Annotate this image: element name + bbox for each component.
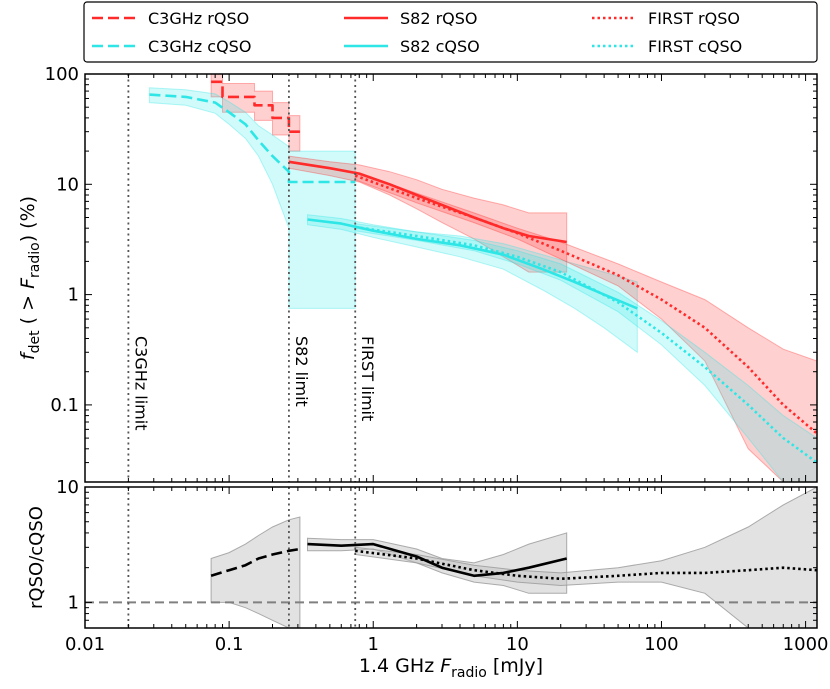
top-panel-frame (84, 73, 818, 483)
first-ratio-band (354, 487, 817, 628)
axes-frames (84, 73, 818, 629)
c3ghz-ratio-band (210, 516, 301, 628)
first-rqso-legend-label: FIRST rQSO (648, 9, 740, 28)
c3ghz-rqso-legend-label: C3GHz rQSO (148, 9, 249, 28)
x-tick-label: 1000 (783, 634, 829, 655)
legend-box (83, 1, 818, 63)
first-cqso-line (355, 225, 817, 464)
first-limit-label: FIRST limit (358, 336, 377, 421)
c3ghz-cqso-band (148, 87, 356, 309)
bottom-y-axis-label: rQSO/cQSO (26, 506, 47, 609)
x-tick-label: 100 (644, 634, 678, 655)
detection-limits: C3GHz limit S82 limit FIRST limit (127, 74, 377, 628)
s82-limit-label: S82 limit (292, 336, 311, 407)
c3ghz-cqso-line (149, 93, 356, 184)
axis-ticks: 0.01 0.1 1 10 100 1000 100 10 1 0.1 10 1 (45, 64, 829, 655)
s82-rqso-legend-label: S82 rQSO (400, 9, 478, 28)
bottom-y-tick-label: 10 (56, 477, 79, 498)
x-axis-label: 1.4 GHz Fradio [mJy] (359, 655, 543, 681)
c3ghz-ratio-line (210, 547, 301, 578)
first-ratio-line (355, 549, 817, 581)
x-tick-label: 0.01 (65, 634, 105, 655)
top-y-tick-label: 10 (56, 174, 79, 195)
bottom-y-tick-label: 1 (68, 592, 79, 613)
c3ghz-cqso-legend-label: C3GHz cQSO (148, 37, 251, 56)
top-y-tick-label: 0.1 (50, 395, 79, 416)
top-y-tick-label: 100 (45, 64, 79, 85)
x-tick-label: 1 (368, 634, 379, 655)
first-cqso-legend-label: FIRST cQSO (648, 37, 742, 56)
legend: C3GHz rQSO C3GHz cQSO S82 rQSO S82 cQSO FIRS… (83, 1, 818, 63)
x-tick-label: 0.1 (215, 634, 244, 655)
top-y-axis-label: fdet ( > Fradio) (%) (17, 196, 43, 360)
top-y-tick-label: 1 (68, 285, 79, 306)
x-tick-label: 10 (506, 634, 529, 655)
bottom-panel-frame (84, 486, 818, 629)
first-rqso-band (354, 170, 817, 482)
first-cqso-band (354, 223, 817, 482)
s82-cqso-legend-label: S82 cQSO (400, 37, 480, 56)
first-rqso-line (354, 174, 817, 435)
s82-cqso-band (307, 214, 638, 354)
c3ghz-limit-label: C3GHz limit (131, 336, 150, 430)
ratio-lines-bottom (85, 542, 817, 604)
s82-rqso-band (288, 155, 568, 273)
s82-ratio-line (307, 542, 568, 578)
error-bands-top (148, 74, 817, 482)
axis-labels: 1.4 GHz Fradio [mJy] fdet ( > Fradio) (%)… (17, 196, 543, 681)
c3ghz-rqso-band (210, 74, 301, 152)
